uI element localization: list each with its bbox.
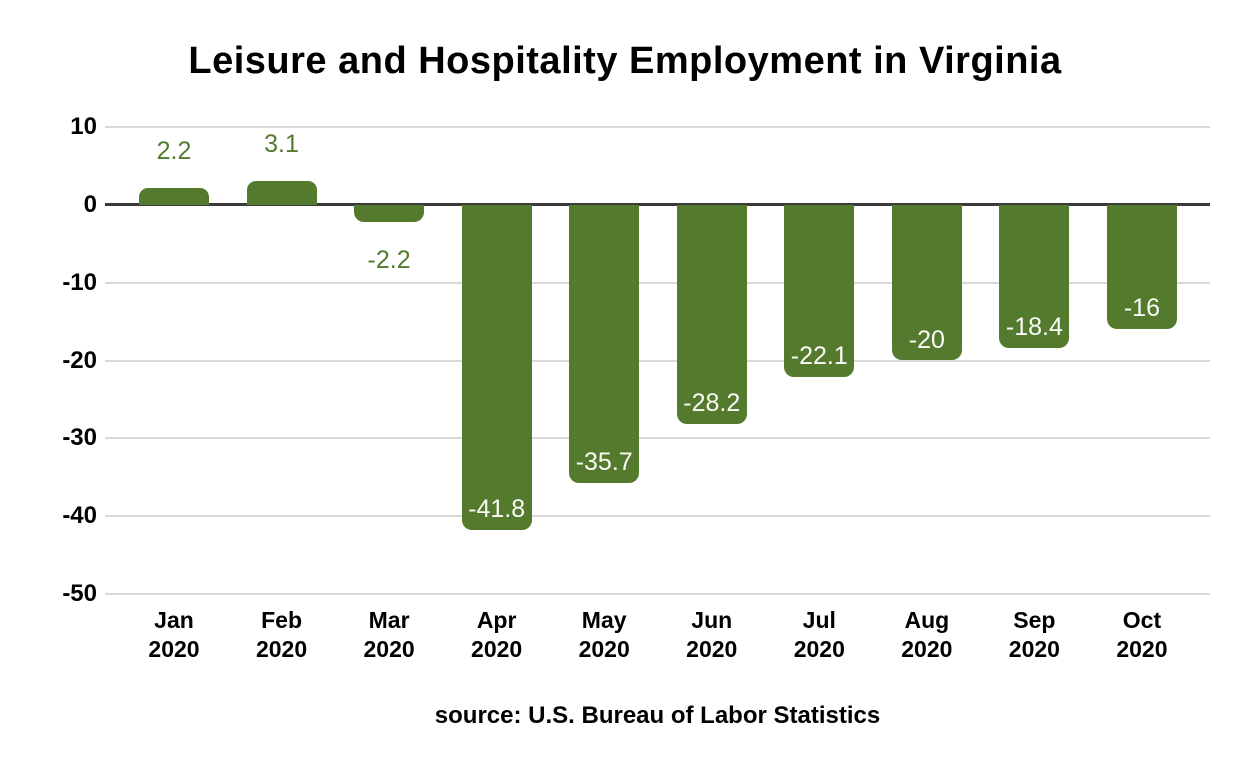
x-tick-label: Jan 2020 xyxy=(148,607,200,662)
chart-title: Leisure and Hospitality Employment in Vi… xyxy=(188,40,1062,82)
bar xyxy=(784,204,855,377)
gridline xyxy=(105,515,1210,518)
x-tick-label: Oct 2020 xyxy=(1116,607,1168,662)
bar xyxy=(1106,204,1177,330)
bar xyxy=(891,204,962,361)
bar xyxy=(569,204,640,483)
bar xyxy=(999,204,1070,349)
x-tick-label: May 2020 xyxy=(578,607,630,662)
bar-value-label: -2.2 xyxy=(367,245,411,274)
y-tick-label: 10 xyxy=(70,113,97,140)
bar-value-label: -35.7 xyxy=(575,447,633,476)
x-tick-label: Jun 2020 xyxy=(686,607,738,662)
gridline xyxy=(105,359,1210,362)
x-tick-label: Sep 2020 xyxy=(1008,607,1060,662)
y-tick-label: -50 xyxy=(62,580,97,607)
x-tick-label: Mar 2020 xyxy=(363,607,415,662)
bar xyxy=(246,180,317,205)
y-tick-label: 0 xyxy=(83,190,97,218)
bar xyxy=(354,204,425,222)
bar-value-label: 3.1 xyxy=(264,129,299,158)
y-tick-label: -40 xyxy=(62,502,97,530)
y-tick-label: -30 xyxy=(62,424,97,452)
gridline xyxy=(105,593,1210,595)
x-tick-label: Apr 2020 xyxy=(471,607,523,662)
bar xyxy=(461,204,532,531)
x-tick-label: Aug 2020 xyxy=(901,607,953,662)
x-tick-label: Feb 2020 xyxy=(255,607,308,662)
zero-axis-line xyxy=(105,203,1210,207)
plot-area: 2.2 3.1 -2.2 -41.8 -35.7 -28.2 -22.1 -20 -18.4 -1… xyxy=(105,126,1210,595)
bar xyxy=(139,187,209,205)
bar-value-label: -18.4 xyxy=(1005,313,1063,342)
bar-value-label: -20 xyxy=(908,325,945,354)
bar-value-label: -41.8 xyxy=(468,495,526,524)
bar-value-label: -28.2 xyxy=(683,389,741,418)
gridline xyxy=(105,126,1210,128)
bar xyxy=(676,204,747,425)
x-tick-label: Jul 2020 xyxy=(793,607,845,662)
y-tick-label: -10 xyxy=(62,268,97,296)
source-note: source: U.S. Bureau of Labor Statistics xyxy=(434,702,881,729)
y-tick-label: -20 xyxy=(62,346,97,374)
bar-value-label: -16 xyxy=(1123,294,1160,323)
bar-value-label: 2.2 xyxy=(156,136,192,165)
bar-value-label: -22.1 xyxy=(790,341,848,370)
gridline xyxy=(105,437,1210,440)
gridline xyxy=(105,281,1210,284)
